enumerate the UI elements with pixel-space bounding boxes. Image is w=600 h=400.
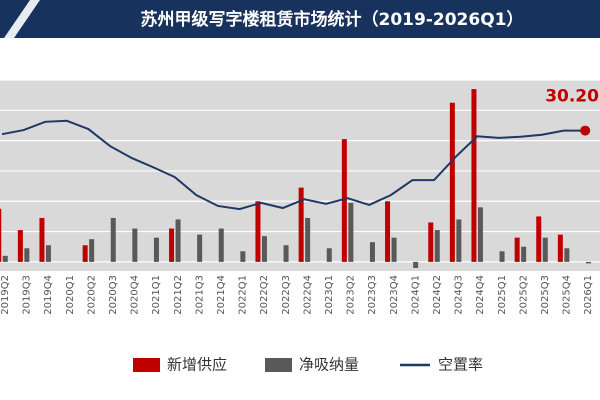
x-tick-label: 2019Q2 bbox=[0, 275, 11, 315]
bar bbox=[326, 248, 332, 262]
bar bbox=[197, 234, 203, 262]
bar bbox=[499, 251, 505, 262]
bar bbox=[585, 261, 591, 264]
x-tick-label: 2023Q4 bbox=[389, 275, 400, 315]
x-tick-label: 2026Q1 bbox=[583, 275, 594, 315]
x-tick-label: 2021Q1 bbox=[151, 275, 162, 315]
bar bbox=[536, 216, 542, 262]
x-tick-label: 2025Q2 bbox=[518, 275, 529, 315]
chart-title: 苏州甲级写字楼租赁市场统计（2019-2026Q1） bbox=[141, 9, 524, 30]
bar bbox=[369, 242, 375, 262]
bar bbox=[175, 219, 181, 262]
bar bbox=[471, 89, 477, 262]
header-band bbox=[0, 0, 600, 38]
line bbox=[1, 119, 586, 211]
bar bbox=[449, 102, 455, 262]
x-tick-label: 2021Q3 bbox=[194, 275, 205, 315]
bar bbox=[110, 217, 116, 262]
value-label: 30.20 bbox=[545, 87, 599, 107]
bar bbox=[283, 245, 289, 262]
x-tick-label: 2019Q4 bbox=[43, 275, 54, 315]
x-tick-label: 2021Q2 bbox=[173, 275, 184, 315]
x-tick-label: 2025Q4 bbox=[562, 275, 573, 315]
bar bbox=[391, 237, 397, 262]
bar bbox=[298, 187, 304, 262]
legend-swatch bbox=[133, 358, 160, 372]
bar bbox=[132, 228, 138, 262]
end-marker bbox=[580, 125, 591, 136]
x-tick-label: 2022Q2 bbox=[259, 275, 270, 315]
x-tick-label: 2020Q3 bbox=[108, 275, 119, 315]
header-accent bbox=[0, 0, 30, 38]
bar bbox=[240, 251, 246, 262]
bar bbox=[2, 255, 8, 262]
x-tick-label: 2023Q3 bbox=[367, 275, 378, 315]
x-tick-label: 2020Q4 bbox=[130, 275, 141, 315]
legend-label: 净吸纳量 bbox=[299, 356, 359, 374]
x-tick-label: 2024Q4 bbox=[475, 275, 486, 315]
x-tick-label: 2022Q1 bbox=[238, 275, 249, 315]
x-tick-label: 2022Q3 bbox=[281, 275, 292, 315]
x-tick-label: 2020Q2 bbox=[86, 275, 97, 315]
bar bbox=[39, 217, 45, 262]
bar bbox=[218, 228, 224, 262]
x-tick-label: 2022Q4 bbox=[302, 275, 313, 315]
x-tick-label: 2024Q3 bbox=[454, 275, 465, 315]
bar bbox=[428, 222, 434, 262]
bar bbox=[413, 261, 419, 268]
x-tick-label: 2023Q2 bbox=[346, 275, 357, 315]
legend-label: 空置率 bbox=[438, 356, 483, 374]
bar bbox=[542, 237, 548, 262]
bar bbox=[82, 245, 88, 262]
bar bbox=[514, 237, 520, 262]
bar bbox=[456, 219, 462, 262]
bar bbox=[0, 208, 2, 262]
bar bbox=[255, 201, 261, 262]
bar bbox=[521, 246, 527, 262]
bar bbox=[89, 239, 95, 262]
bar bbox=[557, 234, 563, 262]
x-tick-label: 2019Q3 bbox=[22, 275, 33, 315]
x-tick-label: 2023Q1 bbox=[324, 275, 335, 315]
bar bbox=[24, 248, 30, 262]
bar bbox=[169, 228, 175, 262]
bar bbox=[153, 237, 159, 262]
bar bbox=[477, 207, 483, 262]
x-tick-label: 2020Q1 bbox=[65, 275, 76, 315]
bar bbox=[348, 202, 354, 262]
bar bbox=[341, 139, 347, 262]
bar bbox=[564, 248, 570, 262]
legend-label: 新增供应 bbox=[167, 356, 227, 374]
x-tick-label: 2024Q2 bbox=[432, 275, 443, 315]
bar bbox=[261, 236, 267, 262]
legend-swatch bbox=[265, 358, 292, 372]
x-tick-label: 2024Q1 bbox=[410, 275, 421, 315]
bar bbox=[305, 217, 311, 262]
bar bbox=[45, 245, 51, 262]
bar bbox=[434, 230, 440, 262]
x-tick-label: 2021Q4 bbox=[216, 275, 227, 315]
bar bbox=[385, 201, 391, 262]
x-tick-label: 2025Q3 bbox=[540, 275, 551, 315]
bar bbox=[17, 230, 23, 262]
x-tick-label: 2025Q1 bbox=[497, 275, 508, 315]
